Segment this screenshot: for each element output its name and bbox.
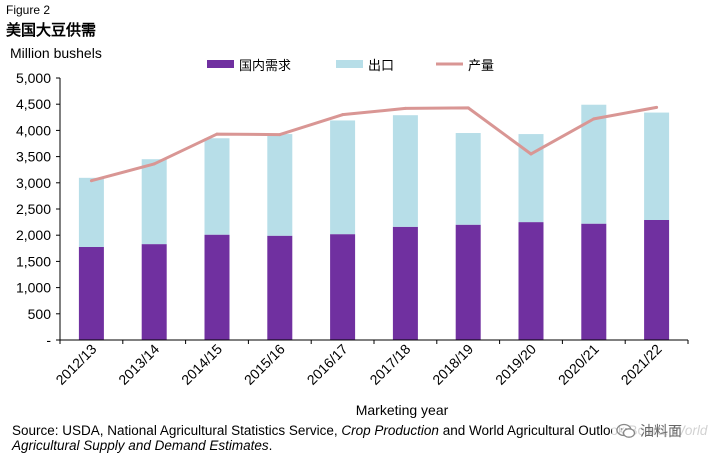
- y-tick-label: 1,000: [16, 280, 51, 296]
- bar-domestic: [518, 222, 544, 340]
- y-tick-label: 500: [28, 306, 52, 322]
- chart-title: 美国大豆供需: [6, 21, 97, 39]
- bar-export: [78, 177, 104, 247]
- y-axis-unit-label: Million bushels: [10, 45, 102, 61]
- y-tick-label: 4,000: [16, 122, 51, 138]
- bar-export: [330, 120, 356, 235]
- bar-domestic: [644, 220, 670, 340]
- bar-export: [204, 138, 230, 235]
- legend-swatch-export: [336, 60, 363, 68]
- bar-export: [141, 159, 167, 245]
- bar-domestic: [581, 223, 607, 340]
- production-point: [152, 162, 156, 166]
- y-tick-label: 3,500: [16, 149, 51, 165]
- bar-domestic: [330, 234, 356, 340]
- y-tick-label: 3,000: [16, 175, 51, 191]
- source-prefix: Source: USDA, National Agricultural Stat…: [12, 423, 342, 438]
- production-point: [341, 113, 345, 117]
- legend-label-domestic: 国内需求: [239, 58, 291, 74]
- production-point: [529, 152, 533, 156]
- production-point: [466, 106, 470, 110]
- production-line: [91, 105, 657, 183]
- production-point: [592, 117, 596, 121]
- x-tick-label: 2021/22: [618, 341, 665, 388]
- production-point: [89, 179, 93, 183]
- legend: 国内需求 出口 产量: [207, 58, 494, 74]
- x-tick-label: 2013/14: [115, 341, 162, 388]
- bar-export: [267, 134, 293, 236]
- x-tick-label: 2017/18: [366, 341, 413, 388]
- bar-export: [644, 112, 670, 221]
- source-middle: and World Agricultural Outlook Board,: [438, 423, 673, 438]
- y-axis: - 500 1,000 1,500 2,000 2,500 3,000 3,500 4,000 4…: [16, 70, 61, 348]
- bar-export: [455, 133, 481, 225]
- production-point: [655, 105, 659, 109]
- x-tick-label: 2014/15: [178, 341, 225, 388]
- wechat-icon: [616, 423, 636, 438]
- bar-domestic: [141, 244, 167, 340]
- production-point: [403, 106, 407, 110]
- source-suffix: .: [268, 438, 273, 453]
- production-point: [215, 132, 219, 136]
- legend-label-export: 出口: [368, 59, 394, 74]
- production-point: [278, 133, 282, 137]
- figure-label: Figure 2: [6, 3, 51, 17]
- bar-domestic: [455, 224, 481, 340]
- bar-export: [392, 115, 418, 227]
- bar-domestic: [204, 234, 230, 340]
- x-tick-label: 2015/16: [241, 341, 288, 388]
- y-tick-label: 1,500: [16, 253, 51, 269]
- x-tick-label: 2020/21: [555, 341, 602, 388]
- x-tick-label: 2018/19: [429, 341, 476, 388]
- y-tick-label: -: [46, 332, 51, 348]
- y-tick-label: 4,500: [16, 96, 51, 112]
- bar-domestic: [392, 226, 418, 340]
- bars: [78, 104, 670, 340]
- y-tick-label: 5,000: [16, 70, 51, 86]
- x-tick-label: 2012/13: [52, 341, 99, 388]
- soybean-chart: 国内需求 出口 产量 - 500 1,000 1,500 2,000 2,500 3,000…: [16, 58, 689, 418]
- legend-label-production: 产量: [468, 59, 494, 74]
- production-line-group: [89, 105, 659, 183]
- y-tick-label: 2,000: [16, 227, 51, 243]
- legend-swatch-domestic: [207, 60, 234, 68]
- x-axis: 2012/13 2013/14 2014/15 2015/16 2016/17 2017/…: [52, 339, 689, 388]
- x-axis-title: Marketing year: [356, 402, 449, 418]
- source-note: Source: USDA, National Agricultural Stat…: [12, 423, 717, 453]
- source-italic-crop-production: Crop Production: [341, 423, 439, 438]
- bar-domestic: [267, 235, 293, 340]
- x-tick-label: 2016/17: [304, 341, 351, 388]
- x-tick-label: 2019/20: [492, 341, 539, 388]
- watermark: 油料面: [612, 419, 720, 443]
- y-tick-label: 2,500: [16, 201, 51, 217]
- watermark-text: 油料面: [640, 424, 682, 440]
- bar-domestic: [78, 246, 104, 340]
